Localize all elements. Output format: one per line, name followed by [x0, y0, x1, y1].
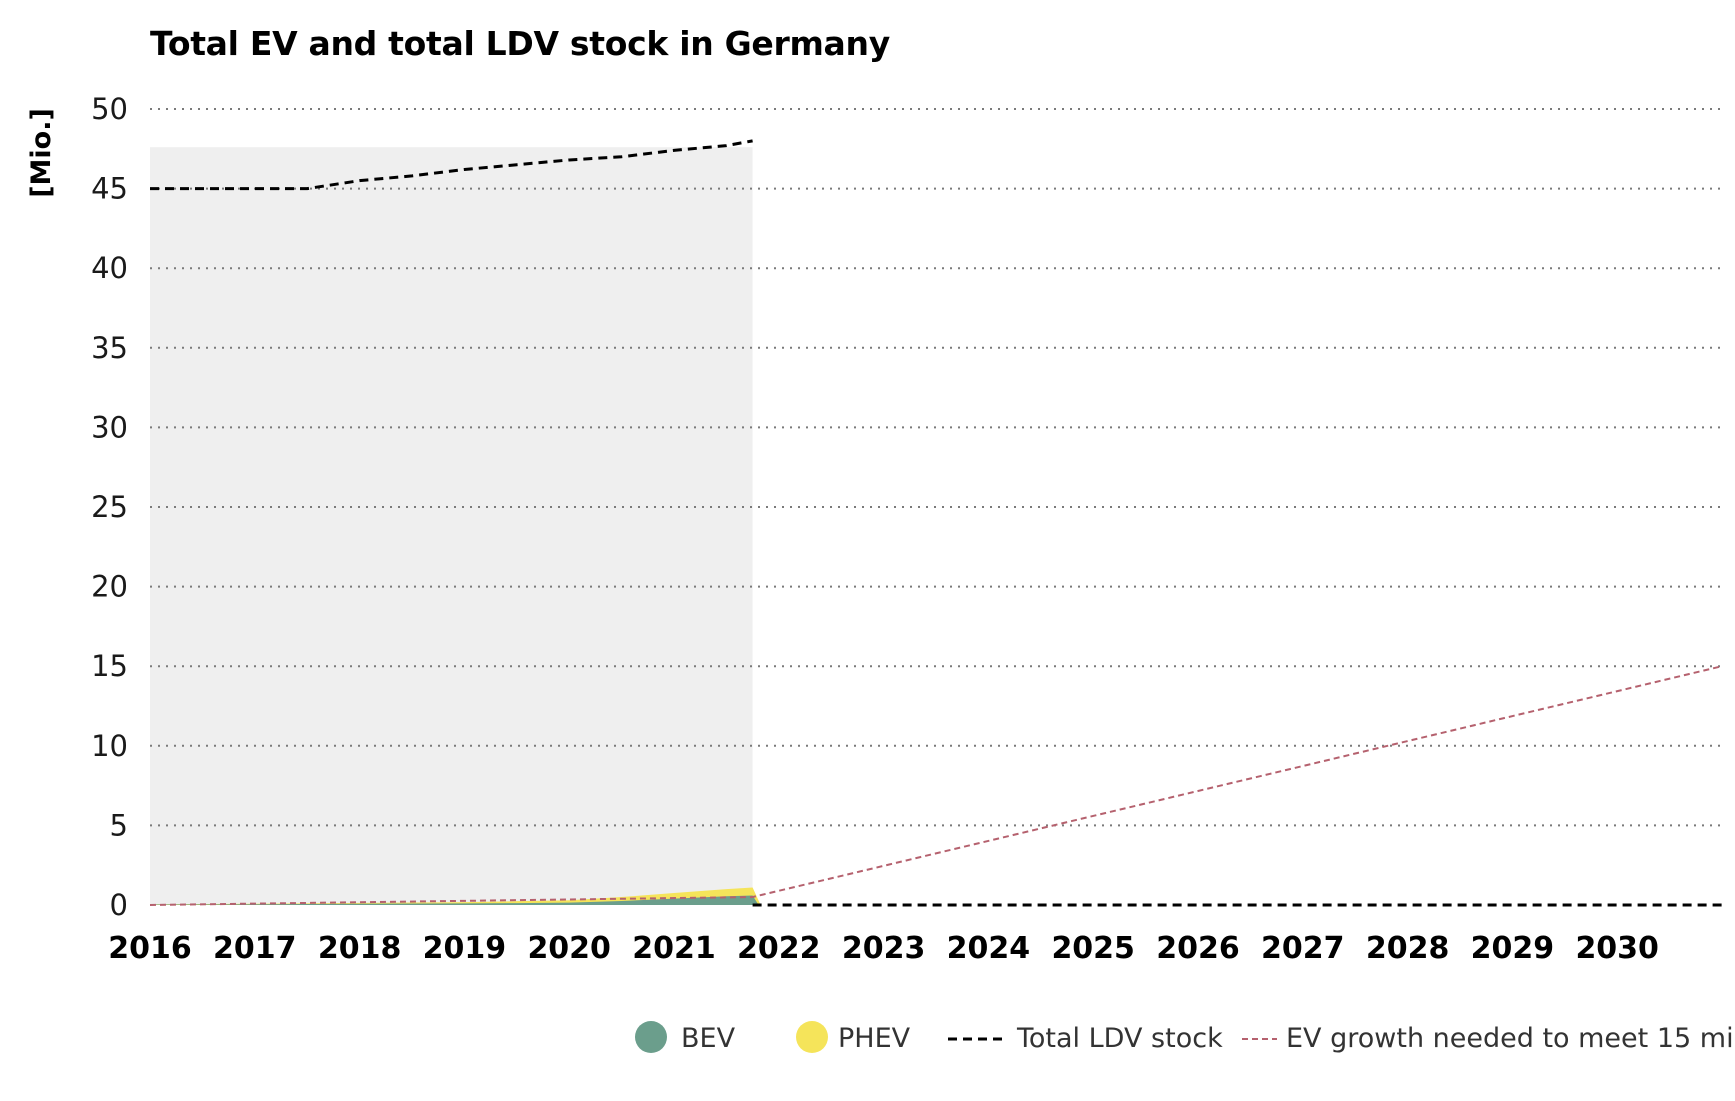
historical-period-shading — [150, 147, 753, 905]
x-tick-label: 2016 — [108, 931, 192, 966]
y-tick-label: 0 — [110, 888, 128, 922]
chart-title: Total EV and total LDV stock in Germany — [150, 24, 890, 63]
legend-growth-label: EV growth needed to meet 15 milo — [1286, 1023, 1735, 1054]
phev-area — [150, 887, 761, 905]
x-tick-label: 2027 — [1261, 931, 1345, 966]
y-tick-label: 25 — [91, 490, 128, 524]
y-tick-label: 35 — [91, 331, 128, 365]
x-tick-label: 2017 — [213, 931, 297, 966]
x-tick-label: 2029 — [1471, 931, 1555, 966]
y-tick-label: 40 — [91, 251, 128, 285]
x-tick-label: 2022 — [737, 931, 821, 966]
y-tick-label: 30 — [91, 410, 128, 444]
legend-bev-swatch — [635, 1021, 667, 1053]
x-tick-label: 2020 — [527, 931, 611, 966]
y-tick-label: 20 — [91, 570, 128, 604]
x-tick-label: 2030 — [1575, 931, 1659, 966]
x-tick-label: 2023 — [842, 931, 926, 966]
ev-growth-needed-line — [149, 665, 1723, 906]
legend-phev-label: PHEV — [838, 1023, 911, 1054]
x-tick-label: 2019 — [423, 931, 507, 966]
x-tick-label: 2028 — [1366, 931, 1450, 966]
y-axis-label: [Mio.] — [26, 108, 57, 198]
legend-phev-swatch — [796, 1021, 828, 1053]
x-tick-label: 2025 — [1051, 931, 1135, 966]
y-tick-label: 15 — [91, 649, 128, 683]
bev-area — [150, 895, 759, 905]
legend-ldv-label: Total LDV stock — [1016, 1023, 1223, 1054]
y-tick-label: 45 — [91, 172, 128, 206]
x-tick-label: 2021 — [632, 931, 716, 966]
x-tick-label: 2018 — [318, 931, 402, 966]
x-tick-label: 2026 — [1156, 931, 1240, 966]
y-tick-label: 10 — [91, 729, 128, 763]
y-tick-label: 5 — [110, 808, 128, 842]
y-tick-label: 50 — [91, 92, 128, 126]
legend-bev-label: BEV — [681, 1023, 736, 1054]
x-tick-label: 2024 — [947, 931, 1031, 966]
